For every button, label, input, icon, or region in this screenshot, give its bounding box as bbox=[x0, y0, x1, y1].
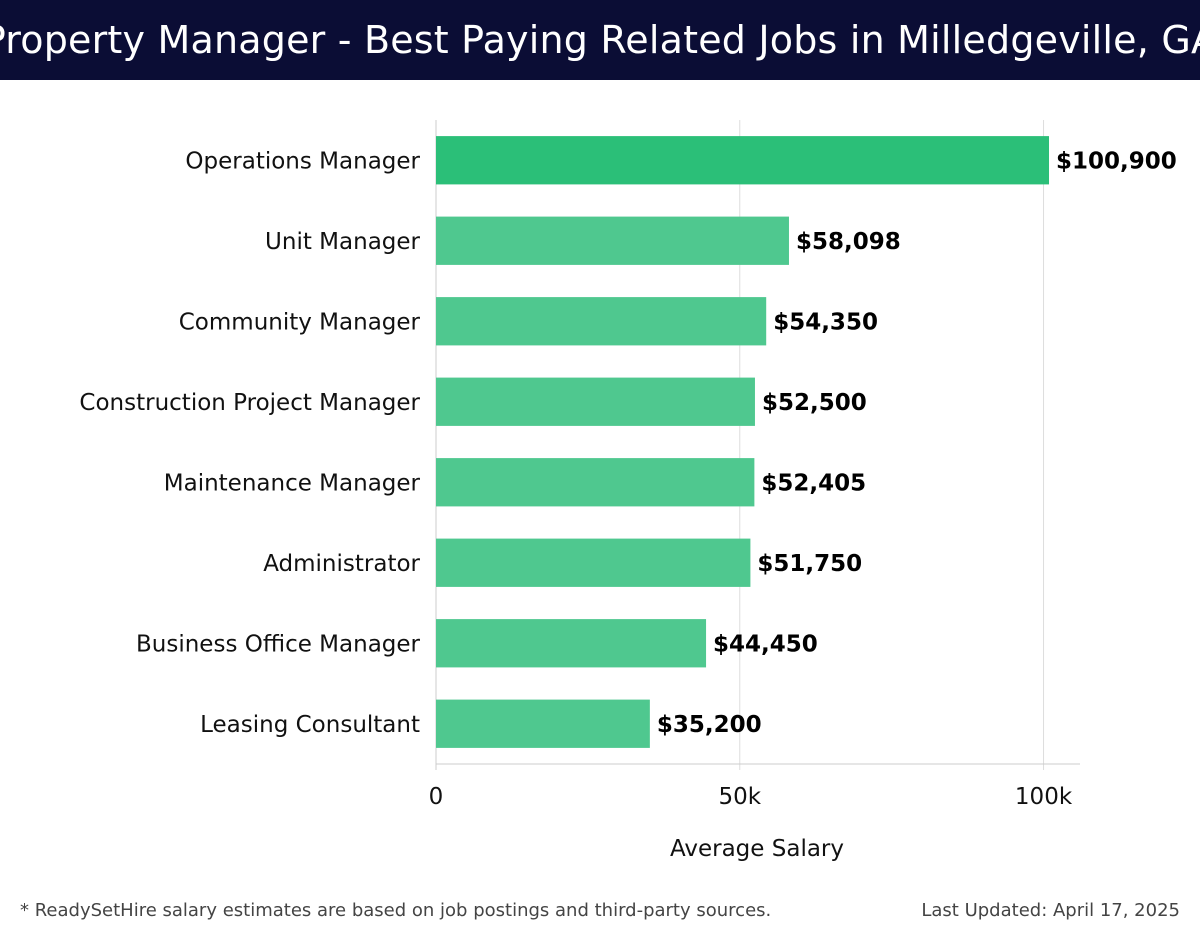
labels: 0 50k 100k Operations Manager $100,900 Unit M… bbox=[79, 148, 1176, 810]
bar bbox=[436, 619, 707, 668]
value-label: $35,200 bbox=[657, 712, 762, 738]
bar bbox=[436, 136, 1050, 185]
value-label: $44,450 bbox=[713, 631, 818, 657]
bar bbox=[436, 216, 789, 265]
footer-updated: Last Updated: April 17, 2025 bbox=[921, 900, 1180, 921]
salary-bar-chart: 0 50k 100k Operations Manager $100,900 Unit M… bbox=[79, 120, 1177, 862]
bar bbox=[436, 699, 650, 748]
chart-title: Property Manager - Best Paying Related J… bbox=[0, 18, 1200, 62]
bar bbox=[436, 458, 755, 507]
value-label: $58,098 bbox=[796, 229, 901, 255]
x-tick-label: 50k bbox=[718, 784, 761, 810]
category-label: Community Manager bbox=[179, 309, 421, 335]
category-label: Leasing Consultant bbox=[200, 712, 420, 738]
footer-note: * ReadySetHire salary estimates are base… bbox=[20, 900, 772, 921]
chart-header: Property Manager - Best Paying Related J… bbox=[0, 0, 1200, 80]
value-label: $100,900 bbox=[1056, 148, 1177, 174]
x-tick-label: 100k bbox=[1015, 784, 1073, 810]
bars bbox=[436, 136, 1050, 748]
x-axis-title: Average Salary bbox=[670, 836, 844, 862]
category-label: Operations Manager bbox=[185, 148, 420, 174]
bar bbox=[436, 538, 751, 587]
category-label: Business Office Manager bbox=[136, 631, 421, 657]
value-label: $54,350 bbox=[773, 309, 878, 335]
category-label: Maintenance Manager bbox=[164, 470, 421, 496]
value-label: $51,750 bbox=[757, 551, 862, 577]
bar bbox=[436, 297, 767, 346]
category-label: Unit Manager bbox=[265, 229, 420, 255]
category-label: Administrator bbox=[263, 551, 420, 577]
x-tick-label: 0 bbox=[429, 784, 444, 810]
value-label: $52,500 bbox=[762, 390, 867, 416]
bar bbox=[436, 377, 755, 426]
value-label: $52,405 bbox=[761, 470, 866, 496]
category-label: Construction Project Manager bbox=[79, 390, 420, 416]
